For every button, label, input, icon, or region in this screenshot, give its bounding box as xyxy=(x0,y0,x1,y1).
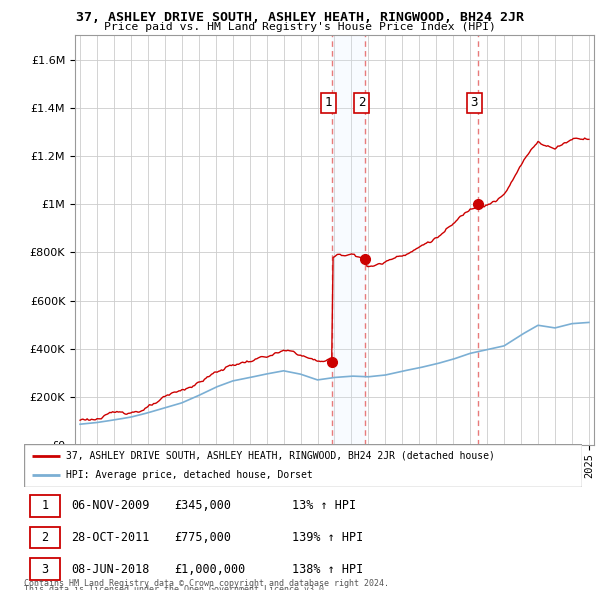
Text: 139% ↑ HPI: 139% ↑ HPI xyxy=(292,531,363,544)
Text: 3: 3 xyxy=(470,96,478,109)
Text: 138% ↑ HPI: 138% ↑ HPI xyxy=(292,563,363,576)
Text: 37, ASHLEY DRIVE SOUTH, ASHLEY HEATH, RINGWOOD, BH24 2JR: 37, ASHLEY DRIVE SOUTH, ASHLEY HEATH, RI… xyxy=(76,11,524,24)
Text: £345,000: £345,000 xyxy=(175,499,232,512)
Bar xyxy=(29,558,60,580)
Text: 37, ASHLEY DRIVE SOUTH, ASHLEY HEATH, RINGWOOD, BH24 2JR (detached house): 37, ASHLEY DRIVE SOUTH, ASHLEY HEATH, RI… xyxy=(66,451,495,461)
Text: 1: 1 xyxy=(41,499,49,512)
Text: 2: 2 xyxy=(41,531,49,544)
Text: 28-OCT-2011: 28-OCT-2011 xyxy=(71,531,150,544)
Text: 2: 2 xyxy=(358,96,366,109)
Text: Price paid vs. HM Land Registry's House Price Index (HPI): Price paid vs. HM Land Registry's House … xyxy=(104,22,496,32)
Text: Contains HM Land Registry data © Crown copyright and database right 2024.: Contains HM Land Registry data © Crown c… xyxy=(24,579,389,588)
Text: 13% ↑ HPI: 13% ↑ HPI xyxy=(292,499,356,512)
Bar xyxy=(29,527,60,548)
Text: £775,000: £775,000 xyxy=(175,531,232,544)
Text: HPI: Average price, detached house, Dorset: HPI: Average price, detached house, Dors… xyxy=(66,470,313,480)
Text: £1,000,000: £1,000,000 xyxy=(175,563,246,576)
Bar xyxy=(29,495,60,517)
Text: 08-JUN-2018: 08-JUN-2018 xyxy=(71,563,150,576)
Text: 1: 1 xyxy=(325,96,332,109)
Text: 06-NOV-2009: 06-NOV-2009 xyxy=(71,499,150,512)
Bar xyxy=(332,35,365,445)
Text: 3: 3 xyxy=(41,563,49,576)
Text: This data is licensed under the Open Government Licence v3.0.: This data is licensed under the Open Gov… xyxy=(24,585,329,590)
